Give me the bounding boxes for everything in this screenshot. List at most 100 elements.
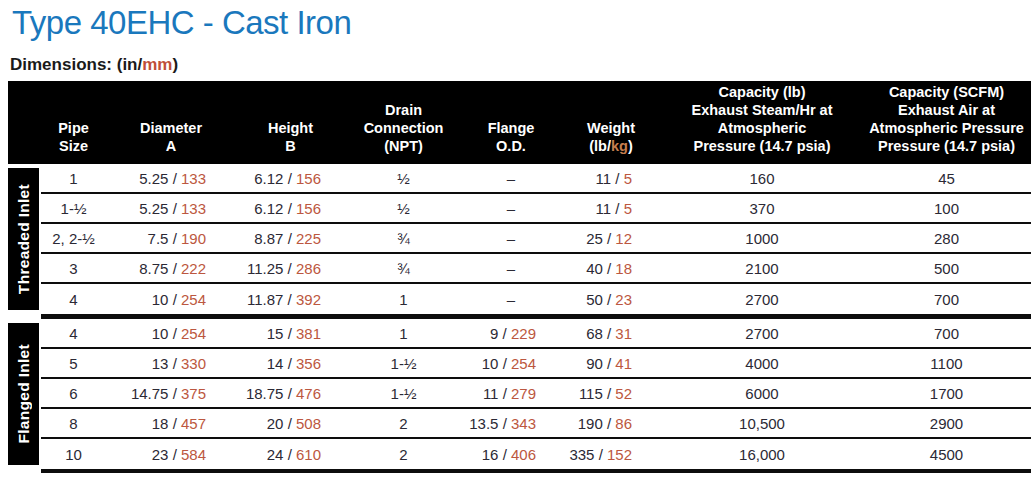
group-rows-flanged: 4 10 / 254 15 / 381 1 9 / 229 68 / 31 27… bbox=[41, 319, 1031, 469]
col-header-capacity-steam: Capacity (lb) Exhaust Steam/Hr at Atmosp… bbox=[662, 81, 862, 164]
table-row: 1 5.25 / 133 6.12 / 156 ½ – 11 / 5 160 4… bbox=[41, 164, 1031, 194]
group-label-threaded: Threaded Inlet bbox=[8, 164, 41, 314]
cell-capacity-steam: 10,500 bbox=[662, 415, 862, 432]
cell-drain: 1-½ bbox=[345, 385, 462, 402]
cell-height: 6.12 / 156 bbox=[236, 200, 345, 217]
cell-weight: 40 / 18 bbox=[560, 260, 662, 277]
cell-capacity-air: 4500 bbox=[862, 446, 1031, 463]
col-header-capacity-air: Capacity (SCFM) Exhaust Air at Atmospher… bbox=[862, 81, 1031, 164]
cell-pipe-size: 8 bbox=[41, 415, 106, 432]
weight-header-title: Weight bbox=[587, 119, 635, 137]
cell-capacity-steam: 160 bbox=[662, 170, 862, 187]
cell-diameter: 5.25 / 133 bbox=[106, 170, 236, 187]
cell-weight: 11 / 5 bbox=[560, 200, 662, 217]
cell-weight: 25 / 12 bbox=[560, 230, 662, 247]
cell-height: 11.87 / 392 bbox=[236, 291, 345, 308]
cell-height: 18.75 / 476 bbox=[236, 385, 345, 402]
cell-flange-od: 11 / 279 bbox=[462, 385, 560, 402]
cell-capacity-air: 280 bbox=[862, 230, 1031, 247]
cell-capacity-air: 45 bbox=[862, 170, 1031, 187]
cell-weight: 115 / 52 bbox=[560, 385, 662, 402]
cell-pipe-size: 2, 2-½ bbox=[41, 230, 106, 247]
cell-pipe-size: 1-½ bbox=[41, 200, 106, 217]
cell-capacity-steam: 6000 bbox=[662, 385, 862, 402]
weight-header-kg: kg bbox=[611, 138, 628, 154]
cell-pipe-size: 3 bbox=[41, 260, 106, 277]
cell-capacity-air: 100 bbox=[862, 200, 1031, 217]
table-row: 3 8.75 / 222 11.25 / 286 ¾ – 40 / 18 210… bbox=[41, 254, 1031, 284]
cell-flange-od: 9 / 229 bbox=[462, 325, 560, 342]
cell-drain: ¾ bbox=[345, 260, 462, 277]
cell-flange-od: – bbox=[462, 230, 560, 247]
table-bottom-border bbox=[41, 469, 1031, 473]
cell-flange-od: 16 / 406 bbox=[462, 446, 560, 463]
cell-capacity-steam: 2100 bbox=[662, 260, 862, 277]
cell-capacity-steam: 2700 bbox=[662, 291, 862, 308]
dimensions-label-mm: mm bbox=[142, 55, 172, 74]
group-label-bar: Threaded Inlet bbox=[8, 168, 39, 310]
cell-capacity-air: 700 bbox=[862, 325, 1031, 342]
cell-capacity-steam: 4000 bbox=[662, 355, 862, 372]
cell-drain: 1-½ bbox=[345, 355, 462, 372]
cell-capacity-air: 1700 bbox=[862, 385, 1031, 402]
cell-capacity-air: 2900 bbox=[862, 415, 1031, 432]
cell-diameter: 8.75 / 222 bbox=[106, 260, 236, 277]
cell-flange-od: – bbox=[462, 170, 560, 187]
cell-height: 20 / 508 bbox=[236, 415, 345, 432]
cell-drain: 2 bbox=[345, 415, 462, 432]
cell-diameter: 10 / 254 bbox=[106, 325, 236, 342]
col-header-drain: Drain Connection (NPT) bbox=[345, 81, 462, 164]
table-row: 2, 2-½ 7.5 / 190 8.87 / 225 ¾ – 25 / 12 … bbox=[41, 224, 1031, 254]
table-row: 8 18 / 457 20 / 508 2 13.5 / 343 190 / 8… bbox=[41, 409, 1031, 439]
cell-capacity-air: 1100 bbox=[862, 355, 1031, 372]
cell-pipe-size: 10 bbox=[41, 446, 106, 463]
cell-height: 6.12 / 156 bbox=[236, 170, 345, 187]
cell-height: 15 / 381 bbox=[236, 325, 345, 342]
cell-height: 14 / 356 bbox=[236, 355, 345, 372]
cell-weight: 335 / 152 bbox=[560, 446, 662, 463]
spec-table: Pipe Size Diameter A Height B Drain Conn… bbox=[8, 81, 1031, 473]
cell-pipe-size: 1 bbox=[41, 170, 106, 187]
cell-flange-od: 10 / 254 bbox=[462, 355, 560, 372]
dimensions-label: Dimensions: (in/mm) bbox=[10, 55, 1031, 75]
cell-diameter: 23 / 584 bbox=[106, 446, 236, 463]
cell-capacity-air: 500 bbox=[862, 260, 1031, 277]
cell-drain: 1 bbox=[345, 291, 462, 308]
cell-diameter: 18 / 457 bbox=[106, 415, 236, 432]
cell-flange-od: – bbox=[462, 200, 560, 217]
cell-weight: 11 / 5 bbox=[560, 170, 662, 187]
table-row: 1-½ 5.25 / 133 6.12 / 156 ½ – 11 / 5 370… bbox=[41, 194, 1031, 224]
table-row: 5 13 / 330 14 / 356 1-½ 10 / 254 90 / 41… bbox=[41, 349, 1031, 379]
cell-capacity-steam: 2700 bbox=[662, 325, 862, 342]
cell-flange-od: 13.5 / 343 bbox=[462, 415, 560, 432]
weight-header-units: (lb/kg) bbox=[589, 137, 633, 155]
page-title: Type 40EHC - Cast Iron bbox=[12, 4, 1031, 42]
cell-pipe-size: 4 bbox=[41, 325, 106, 342]
cell-capacity-steam: 1000 bbox=[662, 230, 862, 247]
cell-capacity-air: 700 bbox=[862, 291, 1031, 308]
cell-weight: 68 / 31 bbox=[560, 325, 662, 342]
cell-weight: 190 / 86 bbox=[560, 415, 662, 432]
col-header-height: Height B bbox=[236, 81, 345, 164]
col-header-spacer bbox=[8, 81, 41, 164]
datasheet-page: Type 40EHC - Cast Iron Dimensions: (in/m… bbox=[0, 0, 1031, 488]
cell-drain: 1 bbox=[345, 325, 462, 342]
cell-diameter: 14.75 / 375 bbox=[106, 385, 236, 402]
cell-flange-od: – bbox=[462, 291, 560, 308]
col-header-pipe-size: Pipe Size bbox=[41, 81, 106, 164]
cell-drain: ½ bbox=[345, 200, 462, 217]
table-header-row: Pipe Size Diameter A Height B Drain Conn… bbox=[8, 81, 1031, 164]
cell-diameter: 13 / 330 bbox=[106, 355, 236, 372]
cell-diameter: 7.5 / 190 bbox=[106, 230, 236, 247]
table-row: 10 23 / 584 24 / 610 2 16 / 406 335 / 15… bbox=[41, 439, 1031, 469]
cell-height: 8.87 / 225 bbox=[236, 230, 345, 247]
col-header-weight: Weight (lb/kg) bbox=[560, 81, 662, 164]
cell-height: 24 / 610 bbox=[236, 446, 345, 463]
dimensions-label-prefix: Dimensions: (in/ bbox=[10, 55, 142, 74]
group-flanged-inlet: Flanged Inlet 4 10 / 254 15 / 381 1 9 / … bbox=[8, 319, 1031, 469]
cell-diameter: 5.25 / 133 bbox=[106, 200, 236, 217]
dimensions-label-suffix: ) bbox=[172, 55, 178, 74]
col-header-diameter: Diameter A bbox=[106, 81, 236, 164]
cell-pipe-size: 6 bbox=[41, 385, 106, 402]
table-row: 4 10 / 254 11.87 / 392 1 – 50 / 23 2700 … bbox=[41, 284, 1031, 314]
